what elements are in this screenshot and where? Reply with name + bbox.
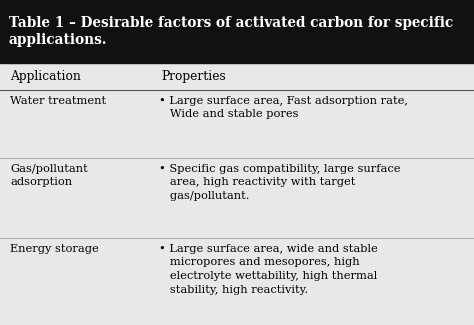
- Text: Gas/pollutant
adsorption: Gas/pollutant adsorption: [10, 164, 88, 187]
- Text: • Large surface area, Fast adsorption rate,
   Wide and stable pores: • Large surface area, Fast adsorption ra…: [159, 96, 408, 120]
- Text: • Large surface area, wide and stable
   micropores and mesopores, high
   elect: • Large surface area, wide and stable mi…: [159, 244, 377, 295]
- Text: Water treatment: Water treatment: [10, 96, 107, 106]
- Text: Energy storage: Energy storage: [10, 244, 99, 254]
- Bar: [0, 0, 474, 63]
- Text: Application: Application: [10, 70, 82, 83]
- Text: Table 1 – Desirable factors of activated carbon for specific
applications.: Table 1 – Desirable factors of activated…: [9, 16, 453, 47]
- Text: Properties: Properties: [161, 70, 226, 83]
- Text: • Specific gas compatibility, large surface
   area, high reactivity with target: • Specific gas compatibility, large surf…: [159, 164, 400, 201]
